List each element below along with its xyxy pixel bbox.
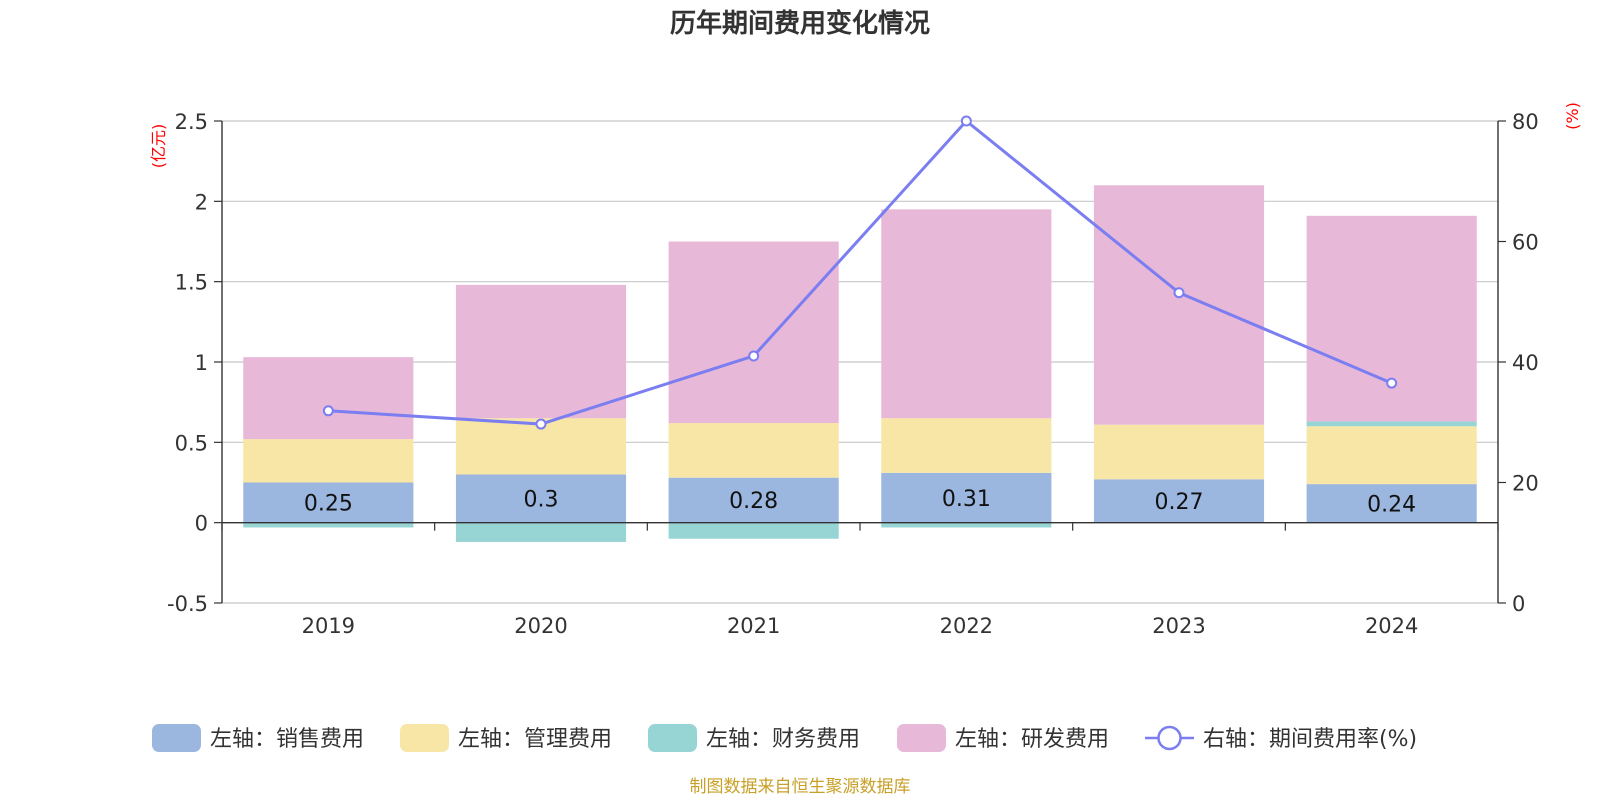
rate-line	[322, 115, 1398, 430]
bar-segment	[243, 482, 414, 523]
category-label: 2023	[1152, 614, 1205, 638]
legend-swatch	[648, 724, 697, 752]
rate-line-path	[328, 118, 1393, 426]
bar-segment	[881, 418, 1052, 473]
source-note: 制图数据来自恒生聚源数据库	[690, 777, 911, 797]
chart-title: 历年期间费用变化情况	[670, 8, 930, 39]
bar-segment	[243, 439, 414, 483]
right-tick-label: 60	[1512, 231, 1539, 255]
bar-segment	[668, 522, 839, 539]
data-label: 0.3	[524, 488, 559, 513]
right-tick-label: 80	[1512, 110, 1539, 134]
bar-segment	[1306, 215, 1477, 422]
bar-segment	[1306, 426, 1477, 485]
left-tick-label: 1.5	[175, 271, 208, 295]
legend: 左轴：销售费用 左轴：管理费用 左轴：财务费用 左轴：研发费用 右轴：期间费用率(%)	[152, 724, 1417, 752]
data-label: 0.27	[1155, 490, 1204, 515]
axes: -0.5 0 0.5 1 1.5 2 2.5 0 20 40 60 80 2019 2020 2021 202…	[167, 110, 1539, 638]
category-label: 2019	[302, 614, 355, 638]
bar-segment	[881, 522, 1052, 528]
bar-segment	[881, 209, 1052, 419]
rate-point	[1386, 377, 1398, 389]
left-tick-label: 0	[195, 512, 208, 536]
data-label: 0.31	[942, 487, 991, 512]
bar-segment	[1093, 185, 1265, 425]
left-tick-label: 1	[195, 351, 208, 375]
bar-segment	[1093, 479, 1265, 523]
legend-label: 左轴：财务费用	[706, 727, 860, 752]
right-tick-label: 0	[1512, 592, 1525, 616]
category-label: 2022	[940, 614, 993, 638]
bar-segment	[668, 241, 839, 424]
legend-label: 左轴：管理费用	[458, 727, 612, 752]
data-label: 0.28	[729, 489, 778, 514]
data-label: 0.24	[1367, 492, 1416, 517]
bar-segment	[455, 284, 627, 419]
bar-segment	[455, 522, 627, 542]
bars	[243, 185, 1477, 542]
legend-swatch	[152, 724, 201, 752]
bar-segment	[1306, 484, 1477, 523]
left-tick-label: 2.5	[175, 110, 208, 134]
rate-point	[1173, 287, 1185, 299]
data-label: 0.25	[304, 492, 353, 517]
legend-label: 左轴：研发费用	[955, 727, 1109, 752]
bar-segment	[668, 477, 839, 523]
category-label: 2021	[727, 614, 780, 638]
category-label: 2024	[1365, 614, 1418, 638]
left-tick-label: 2	[195, 190, 208, 214]
legend-label: 左轴：销售费用	[210, 727, 364, 752]
rate-point	[748, 350, 760, 362]
rate-point	[535, 418, 547, 430]
bar-segment	[668, 423, 839, 478]
category-label: 2020	[514, 614, 567, 638]
bar-segment	[243, 522, 414, 528]
left-tick-label: 0.5	[175, 431, 208, 455]
bar-segment	[1306, 421, 1477, 427]
data-labels: 0.25 0.3 0.28 0.31 0.27 0.24	[304, 487, 1416, 518]
left-axis-unit: (亿元)	[149, 124, 168, 169]
bar-segment	[243, 357, 414, 440]
legend-swatch	[897, 724, 946, 752]
bar-segment	[455, 474, 627, 523]
rate-point	[322, 405, 334, 417]
legend-swatch	[400, 724, 449, 752]
bar-segment	[1093, 424, 1265, 480]
rate-point	[960, 115, 972, 127]
left-tick-label: -0.5	[167, 592, 208, 616]
legend-label: 右轴：期间费用率(%)	[1203, 727, 1417, 752]
right-tick-label: 20	[1512, 472, 1539, 496]
bar-segment	[881, 472, 1052, 523]
right-tick-label: 40	[1512, 351, 1539, 375]
legend-marker	[1157, 725, 1182, 751]
right-axis-unit: (%)	[1563, 102, 1582, 130]
